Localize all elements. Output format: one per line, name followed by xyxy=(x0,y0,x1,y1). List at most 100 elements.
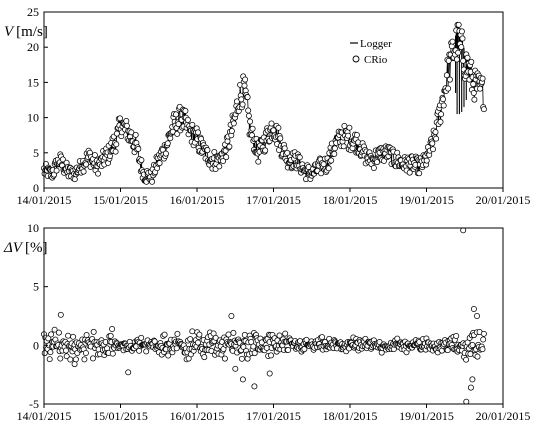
crio-point xyxy=(440,102,447,109)
deviation-x-tick-label: 15/01/2015 xyxy=(93,409,148,423)
crio-point xyxy=(353,132,360,138)
deviation-point xyxy=(303,336,310,343)
crio-point xyxy=(204,147,211,154)
deviation-point xyxy=(212,334,219,341)
deviation-point xyxy=(301,346,308,353)
crio-point xyxy=(437,118,444,125)
velocity-y-tick-label: 20 xyxy=(27,40,39,54)
deviation-chart: -5 0 5 10 14/01/2015 15/01/2015 16/01/2015 17/… xyxy=(3,221,530,423)
crio-point xyxy=(458,28,465,35)
deviation-point xyxy=(444,347,451,354)
crio-point xyxy=(445,57,452,64)
deviation-point xyxy=(57,355,64,362)
deviation-x-tick-label: 18/01/2015 xyxy=(323,409,378,423)
crio-point xyxy=(331,145,338,152)
crio-point xyxy=(123,122,130,129)
deviation-outlier-point xyxy=(474,313,480,319)
velocity-x-tick-label: 19/01/2015 xyxy=(399,193,454,207)
crio-point xyxy=(195,129,201,136)
crio-point xyxy=(83,161,90,168)
deviation-point xyxy=(469,342,476,348)
deviation-point xyxy=(480,330,487,337)
crio-point xyxy=(95,170,101,177)
velocity-y-tick-label: 5 xyxy=(33,146,39,160)
deviation-point xyxy=(46,356,53,363)
deviation-point xyxy=(51,326,58,333)
deviation-point xyxy=(230,329,237,336)
crio-point xyxy=(471,96,478,103)
crio-point xyxy=(296,154,303,161)
crio-point xyxy=(277,135,284,142)
deviation-x-ticks: 14/01/2015 15/01/2015 16/01/2015 17/01/2015… xyxy=(17,404,530,423)
deviation-point xyxy=(47,349,54,356)
deviation-outlier-point xyxy=(125,369,132,376)
deviation-point xyxy=(165,352,172,359)
deviation-point xyxy=(90,328,97,335)
deviation-point xyxy=(474,353,481,360)
velocity-y-ticks: 0 5 10 15 20 25 xyxy=(27,5,48,195)
velocity-legend: Logger CRio xyxy=(350,38,392,66)
crio-point xyxy=(430,146,436,153)
crio-point xyxy=(464,54,471,61)
deviation-point xyxy=(138,334,145,341)
crio-point xyxy=(113,141,120,148)
crio-point xyxy=(123,118,130,124)
deviation-point xyxy=(268,352,274,359)
crio-point xyxy=(432,129,439,136)
crio-point xyxy=(220,158,227,164)
velocity-series xyxy=(41,21,487,185)
crio-point xyxy=(325,165,332,172)
crio-point xyxy=(429,140,436,147)
crio-point xyxy=(184,116,191,123)
deviation-point xyxy=(173,345,180,352)
deviation-outlier-point xyxy=(239,376,246,383)
deviation-point xyxy=(467,351,474,357)
crio-point xyxy=(53,167,60,174)
deviation-plot-frame xyxy=(43,227,504,405)
crio-point xyxy=(135,145,142,152)
crio-point xyxy=(226,143,233,150)
velocity-y-tick-label: 10 xyxy=(27,111,39,125)
crio-point xyxy=(241,82,248,89)
deviation-point xyxy=(161,331,168,338)
crio-point xyxy=(455,49,462,56)
velocity-y-tick-label: 0 xyxy=(33,181,39,195)
deviation-point xyxy=(143,348,150,355)
velocity-plot-frame xyxy=(43,11,504,189)
velocity-x-tick-label: 15/01/2015 xyxy=(93,193,148,207)
crio-point xyxy=(345,132,352,139)
crio-point xyxy=(449,38,456,45)
velocity-axis-symbol: V xyxy=(4,24,15,40)
legend-logger-label: Logger xyxy=(360,38,392,50)
deviation-x-tick-label: 19/01/2015 xyxy=(399,409,454,423)
deviation-outlier-point xyxy=(469,376,476,383)
crio-point xyxy=(328,157,335,164)
velocity-axis-label: V [m/s] xyxy=(4,24,48,40)
crio-point xyxy=(331,150,338,157)
crio-point xyxy=(59,156,66,163)
deviation-outlier-point xyxy=(470,306,477,312)
crio-point xyxy=(238,96,245,103)
velocity-x-tick-label: 20/01/2015 xyxy=(476,193,531,207)
crio-point xyxy=(445,85,452,92)
crio-point xyxy=(242,76,249,83)
deviation-series xyxy=(41,227,487,405)
deviation-point xyxy=(276,332,283,339)
deviation-point xyxy=(201,354,208,361)
deviation-point xyxy=(238,355,245,362)
crio-point xyxy=(381,157,387,164)
crio-point xyxy=(284,149,291,156)
deviation-point xyxy=(67,356,74,363)
crio-point xyxy=(230,120,237,127)
crio-point xyxy=(189,121,196,128)
crio-point xyxy=(117,115,123,122)
deviation-point xyxy=(241,331,248,338)
crio-point xyxy=(341,123,348,129)
deviation-point xyxy=(189,328,196,335)
deviation-point xyxy=(285,347,292,353)
crio-point xyxy=(228,128,235,134)
velocity-chart: 0 5 10 15 20 25 14/01/2015 15/01/2015 16/01/201… xyxy=(4,5,530,207)
crio-point xyxy=(175,121,182,128)
crio-point xyxy=(370,165,377,171)
legend-crio-label: CRio xyxy=(364,54,388,66)
